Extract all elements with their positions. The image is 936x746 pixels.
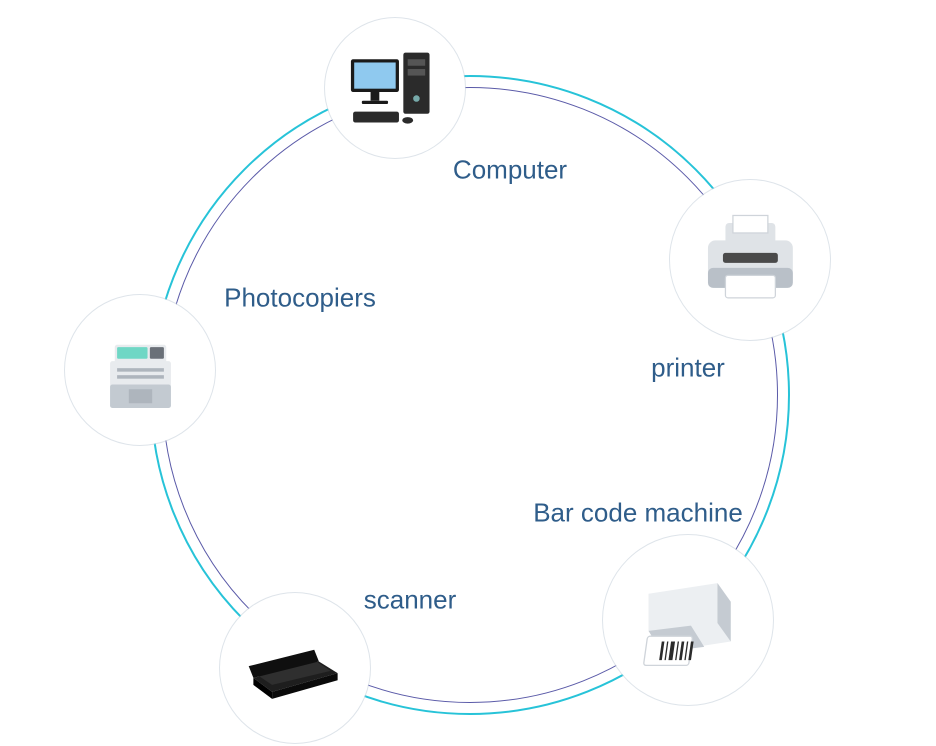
- scanner-label: scanner: [364, 585, 457, 616]
- barcode-icon: [622, 554, 755, 687]
- photocopiers-icon: [82, 312, 199, 429]
- printer-label: printer: [651, 353, 725, 384]
- device-ring-diagram: Computer printer Bar code machine scanner Ph…: [0, 0, 936, 746]
- computer-label: Computer: [453, 155, 567, 186]
- barcode-node: [603, 535, 773, 705]
- printer-icon: [688, 198, 813, 323]
- scanner-icon: [237, 610, 354, 727]
- scanner-node: [220, 593, 370, 743]
- computer-node: [325, 18, 465, 158]
- photocopiers-node: [65, 295, 215, 445]
- computer-icon: [340, 33, 449, 142]
- barcode-label: Bar code machine: [533, 498, 743, 529]
- photocopiers-label: Photocopiers: [224, 283, 376, 314]
- printer-node: [670, 180, 830, 340]
